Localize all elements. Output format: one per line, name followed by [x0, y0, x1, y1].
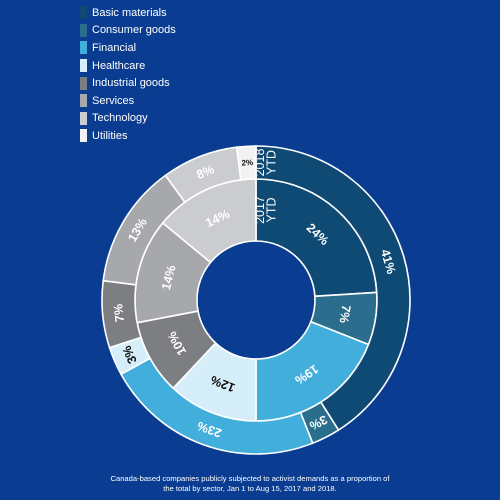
- data-label-2018-ytd-basic-materials: 41%: [378, 248, 398, 276]
- data-label-2018-ytd-healthcare: 3%: [120, 344, 140, 366]
- series-label-part: 2018: [253, 149, 267, 177]
- legend-label: Healthcare: [92, 59, 146, 72]
- chart-legend: Basic materials Consumer goods Financial He…: [80, 4, 176, 145]
- slice-2018-ytd-utilities: [235, 145, 257, 181]
- legend-swatch: [80, 23, 87, 37]
- legend-swatch: [80, 129, 87, 143]
- legend-swatch: [80, 76, 87, 90]
- chart-caption: Canada-based companies publicly subjecte…: [0, 474, 500, 494]
- legend-item-consumer-goods: Consumer goods: [80, 22, 176, 40]
- legend-label: Services: [92, 94, 135, 107]
- caption-line-2: the total by sector, Jan 1 to Aug 15, 20…: [163, 484, 337, 493]
- series-label-2018-ytd: 2018YTD: [253, 149, 279, 177]
- legend-label: Consumer goods: [92, 24, 176, 37]
- data-label-2018-ytd-utilities: 2%: [241, 158, 253, 168]
- legend-item-utilities: Utilities: [80, 127, 176, 145]
- legend-swatch: [80, 41, 87, 55]
- legend-swatch: [80, 94, 87, 108]
- legend-label: Industrial goods: [92, 77, 170, 90]
- series-label-part: YTD: [265, 150, 279, 175]
- legend-item-healthcare: Healthcare: [80, 57, 176, 75]
- legend-label: Basic materials: [92, 6, 167, 19]
- series-label-part: YTD: [265, 198, 279, 223]
- legend-label: Financial: [92, 41, 137, 54]
- data-label-2017-ytd-services: 14%: [159, 264, 179, 292]
- legend-item-basic-materials: Basic materials: [80, 4, 176, 22]
- legend-swatch: [80, 111, 87, 125]
- legend-label: Utilities: [92, 129, 128, 142]
- legend-label: Technology: [92, 112, 148, 125]
- legend-item-technology: Technology: [80, 110, 176, 128]
- caption-line-1: Canada-based companies publicly subjecte…: [110, 474, 390, 483]
- data-label-2018-ytd-industrial-goods: 7%: [111, 303, 127, 322]
- legend-item-services: Services: [80, 92, 176, 110]
- data-label-2017-ytd-consumer-goods: 7%: [337, 304, 354, 324]
- legend-swatch: [80, 6, 87, 20]
- series-label-2017-ytd: 2017YTD: [253, 196, 279, 224]
- legend-item-industrial-goods: Industrial goods: [80, 74, 176, 92]
- data-label-2018-ytd-technology: 8%: [194, 162, 216, 182]
- series-label-part: 2017: [253, 196, 267, 224]
- legend-swatch: [80, 59, 87, 73]
- legend-item-financial: Financial: [80, 39, 176, 57]
